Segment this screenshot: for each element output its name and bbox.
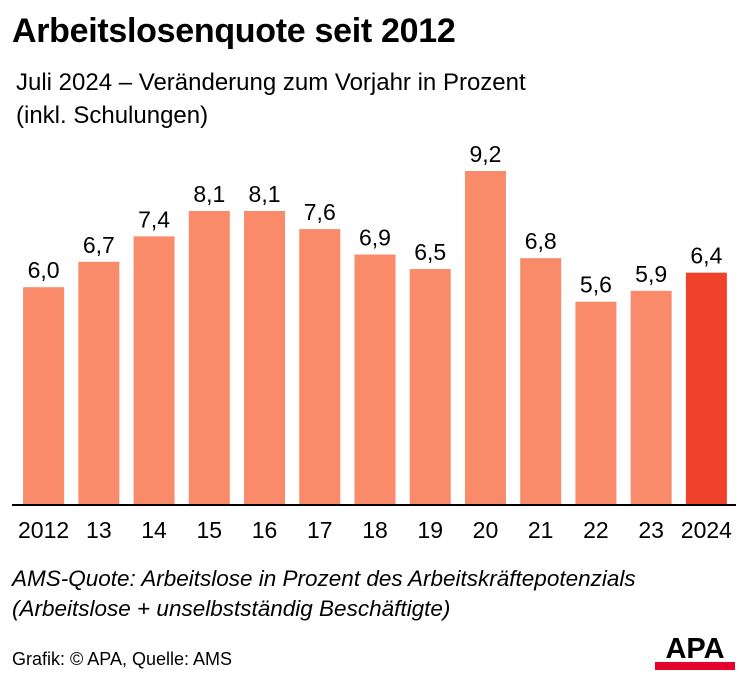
bar-value-label: 9,2 bbox=[469, 141, 501, 167]
bar bbox=[409, 269, 451, 505]
bar bbox=[23, 287, 65, 505]
bar-value-label: 5,9 bbox=[635, 261, 667, 287]
chart-title: Arbeitslosenquote seit 2012 bbox=[12, 12, 456, 50]
bar bbox=[244, 210, 286, 505]
apa-logo-text: APA bbox=[665, 633, 725, 665]
footnote-line-2: (Arbeitslose + unselbstständig Beschäfti… bbox=[12, 596, 451, 621]
bar bbox=[133, 236, 175, 505]
bar-value-label: 6,8 bbox=[525, 228, 557, 254]
x-tick-label: 18 bbox=[362, 517, 388, 543]
bar-value-label: 6,0 bbox=[28, 257, 60, 283]
subtitle-line-1: Juli 2024 – Veränderung zum Vorjahr in P… bbox=[16, 69, 526, 96]
footnote-line-1: AMS-Quote: Arbeitslose in Prozent des Ar… bbox=[12, 566, 636, 591]
x-tick-label: 14 bbox=[141, 517, 167, 543]
bar-value-label: 5,6 bbox=[580, 272, 612, 298]
bar bbox=[464, 171, 506, 506]
x-tick-label: 2012 bbox=[18, 517, 69, 543]
x-tick-label: 22 bbox=[583, 517, 609, 543]
x-tick-label: 21 bbox=[528, 517, 554, 543]
bar-value-label: 8,1 bbox=[249, 181, 281, 207]
source-credit: Grafik: © APA, Quelle: AMS bbox=[12, 649, 233, 669]
bar-value-label: 6,7 bbox=[83, 232, 115, 258]
bar-value-label: 7,6 bbox=[304, 199, 336, 225]
x-tick-label: 19 bbox=[417, 517, 443, 543]
bar bbox=[520, 258, 562, 505]
footnote: AMS-Quote: Arbeitslose in Prozent des Ar… bbox=[12, 564, 742, 624]
bar bbox=[575, 301, 617, 505]
x-tick-label: 17 bbox=[307, 517, 333, 543]
subtitle-line-2: (inkl. Schulungen) bbox=[16, 102, 209, 129]
bar bbox=[685, 272, 727, 505]
x-tick-label: 15 bbox=[197, 517, 223, 543]
x-tick-label: 16 bbox=[252, 517, 278, 543]
bar bbox=[630, 290, 672, 505]
bar bbox=[354, 254, 396, 505]
apa-logo-bar bbox=[655, 662, 735, 670]
chart-subtitle: Juli 2024 – Veränderung zum Vorjahr in P… bbox=[16, 66, 736, 132]
bar-value-label: 6,9 bbox=[359, 225, 391, 251]
bar-value-label: 6,5 bbox=[414, 239, 446, 265]
bar-value-label: 6,4 bbox=[690, 243, 722, 269]
bar-value-label: 8,1 bbox=[193, 181, 225, 207]
x-tick-label: 20 bbox=[473, 517, 499, 543]
x-tick-label: 23 bbox=[638, 517, 664, 543]
bar-value-label: 7,4 bbox=[138, 206, 170, 232]
bar bbox=[78, 261, 120, 505]
bar bbox=[299, 229, 341, 505]
x-tick-label: 2024 bbox=[681, 517, 732, 543]
bar bbox=[188, 210, 230, 505]
x-tick-label: 13 bbox=[86, 517, 112, 543]
apa-logo: APA bbox=[655, 634, 735, 670]
